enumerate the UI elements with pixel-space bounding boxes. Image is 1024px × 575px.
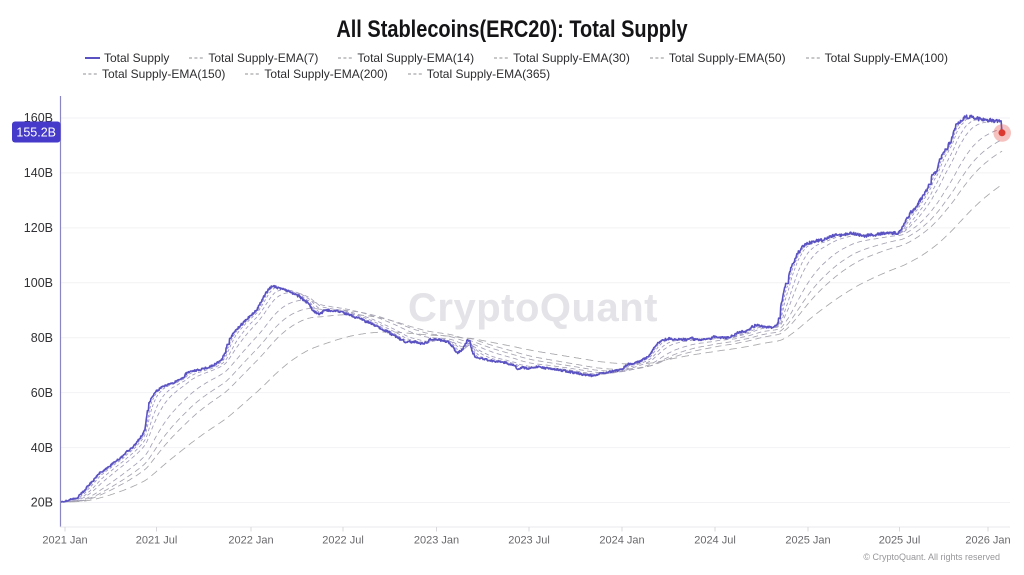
svg-text:140B: 140B	[24, 166, 53, 180]
svg-text:2025 Jul: 2025 Jul	[879, 535, 921, 547]
svg-text:2024 Jan: 2024 Jan	[599, 535, 644, 547]
svg-text:2022 Jul: 2022 Jul	[322, 535, 364, 547]
svg-text:2021 Jan: 2021 Jan	[42, 535, 87, 547]
svg-text:80B: 80B	[31, 331, 53, 345]
svg-text:2026 Jan: 2026 Jan	[965, 535, 1010, 547]
svg-text:2022 Jan: 2022 Jan	[228, 535, 273, 547]
svg-text:© CryptoQuant. All rights rese: © CryptoQuant. All rights reserved	[863, 552, 1000, 562]
svg-text:2023 Jan: 2023 Jan	[414, 535, 459, 547]
svg-text:40B: 40B	[31, 441, 53, 455]
svg-text:2023 Jul: 2023 Jul	[508, 535, 550, 547]
svg-text:CryptoQuant: CryptoQuant	[408, 286, 658, 330]
svg-text:60B: 60B	[31, 386, 53, 400]
svg-text:120B: 120B	[24, 221, 53, 235]
svg-text:2021 Jul: 2021 Jul	[136, 535, 178, 547]
svg-text:20B: 20B	[31, 496, 53, 510]
svg-text:155.2B: 155.2B	[16, 125, 56, 139]
svg-text:2024 Jul: 2024 Jul	[694, 535, 736, 547]
svg-text:100B: 100B	[24, 276, 53, 290]
svg-text:2025 Jan: 2025 Jan	[785, 535, 830, 547]
